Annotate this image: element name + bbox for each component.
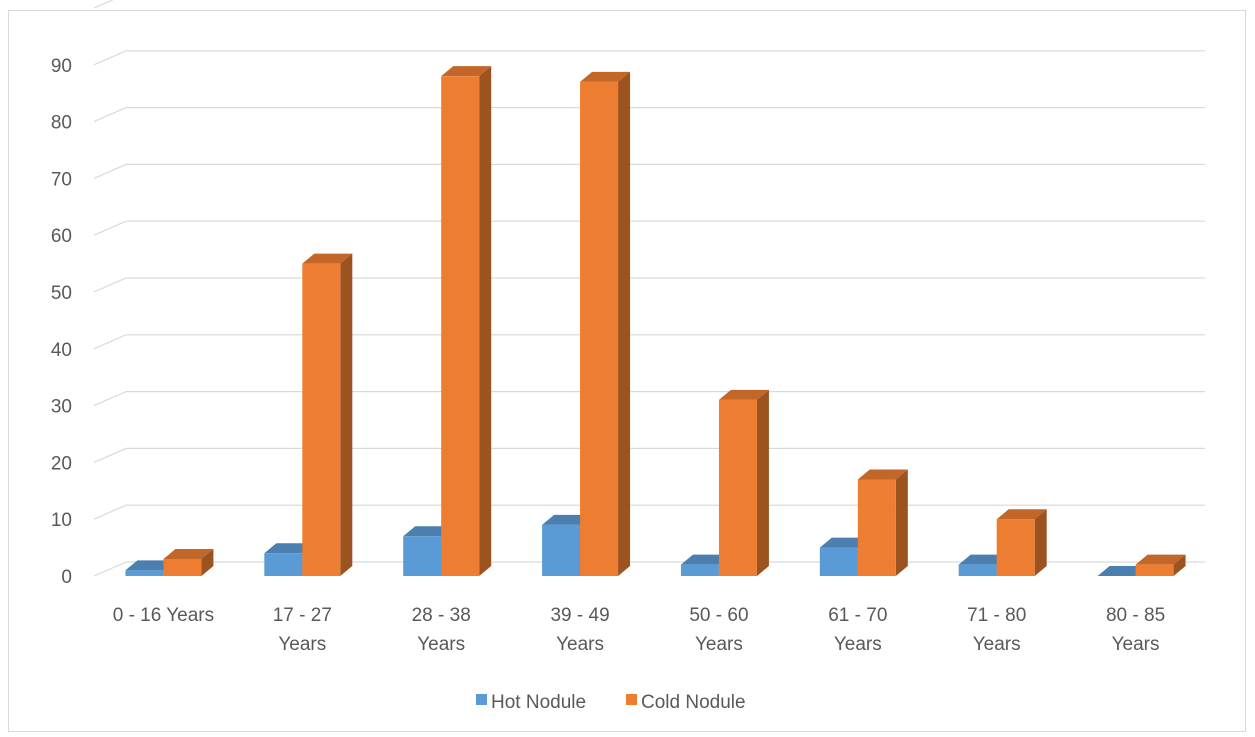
y-tick-label: 40 (51, 340, 72, 361)
legend-label: Hot Nodule (491, 692, 586, 713)
bar (1097, 566, 1148, 576)
bar (996, 509, 1047, 576)
gridline (93, 391, 1205, 407)
x-tick-label: Years (834, 634, 882, 655)
bar (441, 66, 492, 576)
y-tick-label: 90 (51, 56, 72, 77)
gridline (93, 504, 1205, 520)
gridline (93, 106, 1205, 123)
bar (302, 253, 353, 576)
x-tick-label: Years (1112, 634, 1160, 655)
legend-label: Cold Nodule (641, 692, 746, 713)
x-tick-label: 71 - 80 (967, 605, 1026, 626)
bar (163, 548, 214, 576)
gridline (93, 50, 1205, 66)
bars (125, 66, 1186, 576)
bar (718, 389, 769, 576)
legend-item: Cold Nodule (626, 692, 746, 713)
x-tick-label: 50 - 60 (689, 605, 748, 626)
gridline (93, 0, 114, 9)
x-tick-label: Years (278, 634, 326, 655)
x-tick-label: 28 - 38 (412, 605, 471, 626)
gridline (93, 220, 1205, 236)
y-tick-label: 30 (51, 397, 72, 418)
y-tick-label: 10 (51, 510, 72, 531)
x-tick-label: 61 - 70 (828, 605, 887, 626)
gridlines (93, 0, 1205, 577)
y-tick-label: 80 (51, 113, 72, 134)
x-axis-ticks: 0 - 16 Years 17 - 27 Years 28 - 38 Years 39 -… (113, 605, 1165, 655)
x-tick-label: 17 - 27 (273, 605, 332, 626)
x-tick-label: Years (556, 634, 604, 655)
x-tick-label: 39 - 49 (550, 605, 609, 626)
bar (857, 469, 908, 576)
x-tick-label: 80 - 85 (1106, 605, 1165, 626)
x-tick-label: Years (973, 634, 1021, 655)
y-tick-label: 20 (51, 453, 72, 474)
legend: Hot Nodule Cold Nodule (476, 692, 746, 713)
x-tick-label: 0 - 16 Years (113, 605, 214, 626)
y-tick-label: 70 (51, 169, 72, 190)
y-axis-ticks: 0 10 20 30 40 50 60 70 80 90 (51, 56, 72, 588)
x-tick-label: Years (695, 634, 743, 655)
gridline (93, 334, 1205, 350)
gridline (93, 277, 1205, 293)
bar (1135, 554, 1186, 576)
y-tick-label: 60 (51, 226, 72, 247)
bar (580, 71, 631, 576)
legend-item: Hot Nodule (476, 692, 586, 713)
gridline (93, 163, 1205, 179)
gridline (93, 447, 1205, 463)
x-tick-label: Years (417, 634, 465, 655)
y-tick-label: 50 (51, 283, 72, 304)
y-tick-label: 0 (61, 567, 72, 588)
